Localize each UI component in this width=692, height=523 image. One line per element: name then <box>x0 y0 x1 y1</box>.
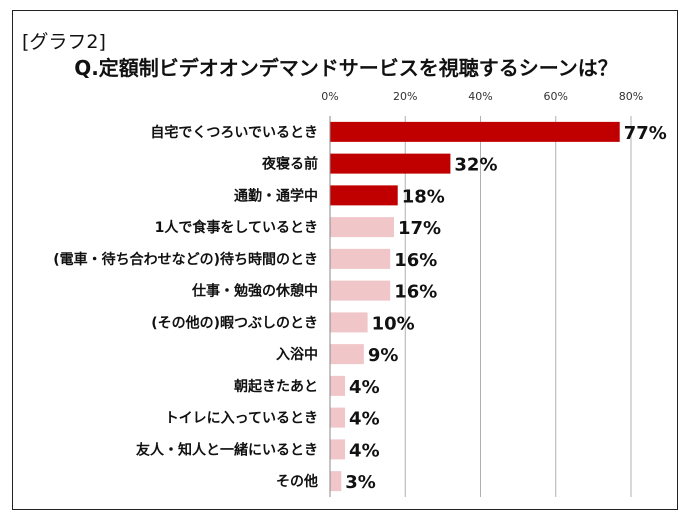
bar <box>330 312 368 333</box>
bar <box>330 217 394 238</box>
data-label: 4% <box>349 409 380 430</box>
data-label: 16% <box>394 250 437 271</box>
bar <box>330 344 364 365</box>
x-tick-label: 60% <box>544 90 568 103</box>
bar <box>330 407 346 428</box>
data-label: 10% <box>372 313 415 334</box>
category-label: トイレに入っているとき <box>165 411 318 427</box>
bar <box>330 375 346 396</box>
data-label: 77% <box>624 123 667 144</box>
bar <box>330 121 620 142</box>
bar <box>330 153 451 174</box>
data-label: 3% <box>345 472 376 493</box>
bar <box>330 471 342 492</box>
bar <box>330 280 391 301</box>
category-label: 入浴中 <box>276 346 318 363</box>
category-label: (その他の)暇つぶしのとき <box>151 314 318 331</box>
x-tick-label: 80% <box>619 90 643 103</box>
data-label: 9% <box>368 345 399 366</box>
graph-label: [グラフ2] <box>22 31 106 53</box>
x-tick-label: 0% <box>321 90 338 103</box>
category-label: (電車・待ち合わせなどの)待ち時間のとき <box>53 251 318 268</box>
category-label: 1人で食事をしているとき <box>155 219 318 236</box>
bar <box>330 248 391 269</box>
data-label: 17% <box>398 218 441 239</box>
category-label: 通勤・通学中 <box>234 187 318 204</box>
bar <box>330 439 346 460</box>
category-label: 自宅でくつろいでいるとき <box>150 124 318 141</box>
x-tick-label: 20% <box>393 90 417 103</box>
category-label: その他 <box>276 473 318 490</box>
chart-title: Q.定額制ビデオオンデマンドサービスを視聴するシーンは？ <box>74 56 618 80</box>
data-label: 16% <box>394 282 437 303</box>
data-label: 18% <box>402 186 445 207</box>
category-label: 友人・知人と一緒にいるとき <box>136 441 318 458</box>
data-label: 32% <box>454 155 497 176</box>
category-label: 仕事・勉強の休憩中 <box>191 283 318 300</box>
data-label: 4% <box>349 377 380 398</box>
x-tick-label: 40% <box>468 90 492 103</box>
category-label: 朝起きたあと <box>234 378 318 395</box>
category-label: 夜寝る前 <box>261 156 318 173</box>
data-label: 4% <box>349 440 380 461</box>
bar <box>330 185 398 206</box>
